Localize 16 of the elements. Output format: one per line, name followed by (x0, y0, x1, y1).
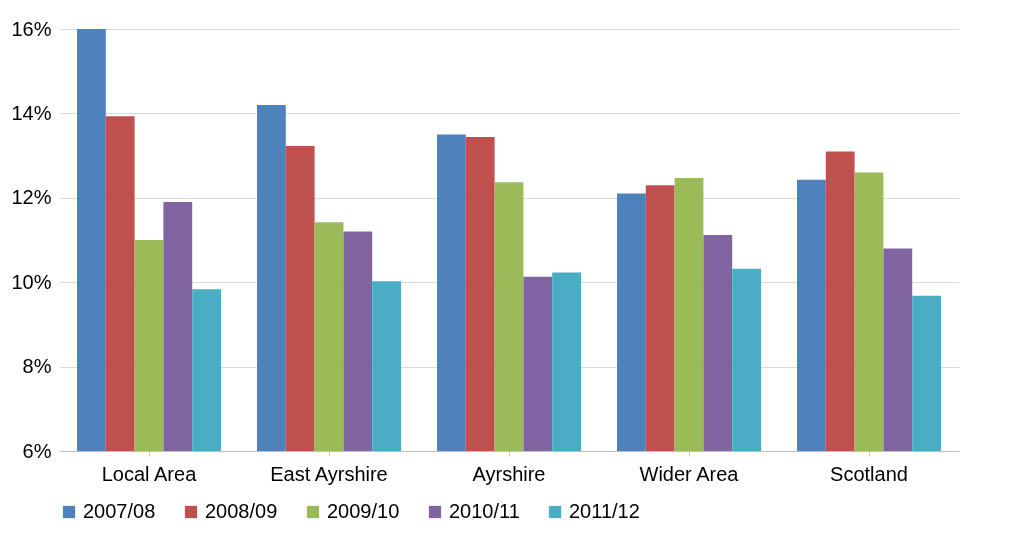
x-tick-label: Scotland (830, 462, 908, 485)
x-tick-label: East Ayrshire (270, 462, 388, 485)
legend-label: 2011/12 (569, 500, 640, 522)
x-tick-label: Ayrshire (472, 462, 546, 485)
legend-label: 2007/08 (83, 500, 156, 522)
x-tick-label: Wider Area (639, 462, 740, 485)
legend-label: 2009/10 (327, 500, 400, 522)
y-tick-label: 10% (11, 270, 52, 293)
x-tick-label: Local Area (101, 462, 198, 485)
legend-label: 2010/11 (449, 500, 520, 522)
y-tick-label: 12% (11, 186, 52, 209)
y-tick-label: 8% (22, 355, 52, 378)
y-tick-label: 16% (11, 17, 52, 40)
y-tick-label: 14% (11, 101, 52, 124)
y-tick-label: 6% (22, 439, 52, 462)
legend-label: 2008/09 (205, 500, 278, 522)
